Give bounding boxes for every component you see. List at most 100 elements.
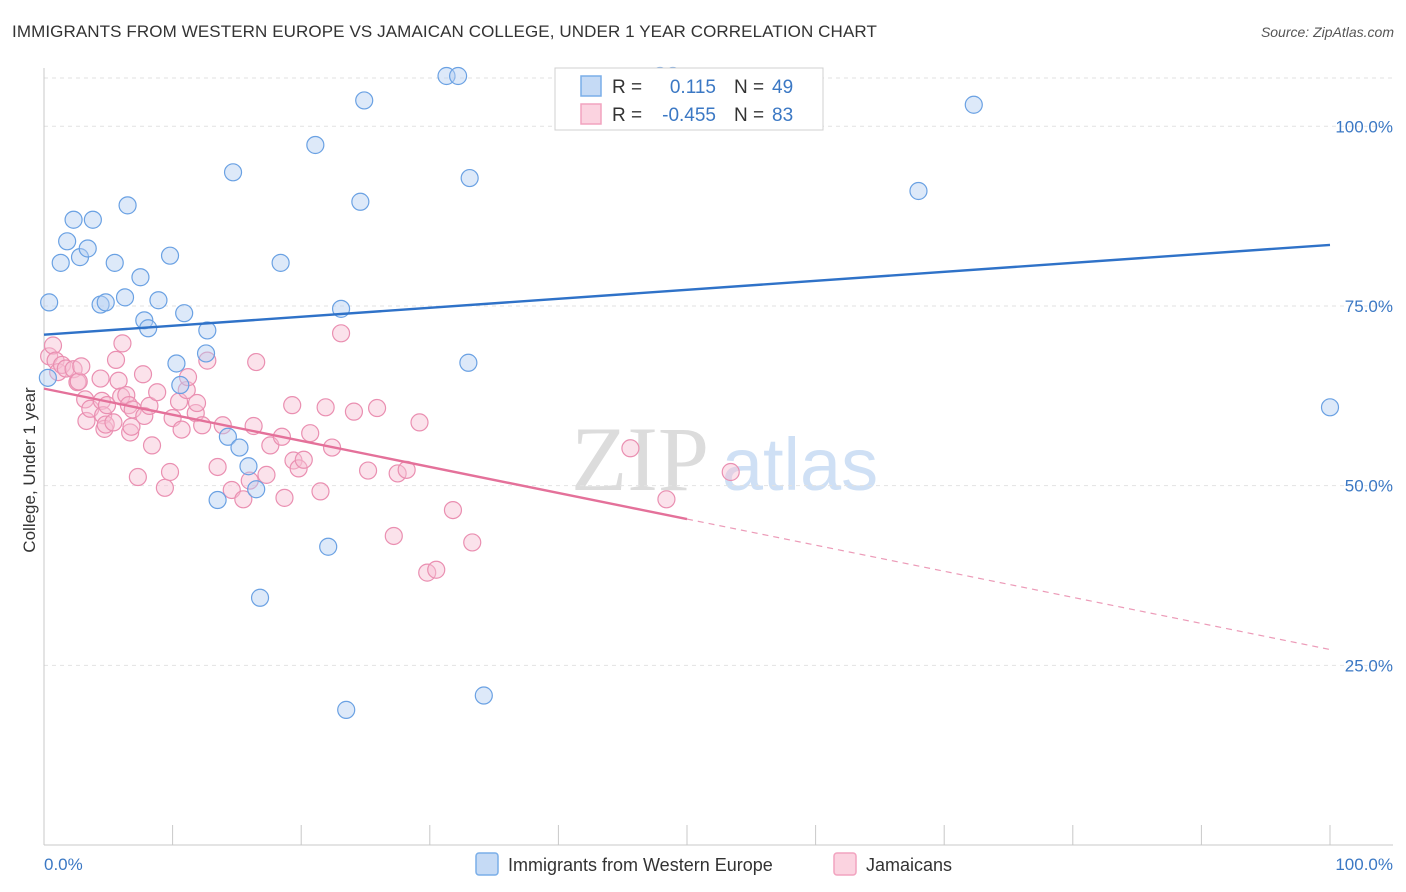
legend-blue-n-label: N = (734, 77, 764, 98)
western-europe-point-31 (306, 135, 325, 155)
western-europe-point-25 (223, 163, 243, 182)
western-europe-point-21 (196, 344, 216, 363)
x-tick-label-min: 0.0% (44, 855, 83, 874)
trend-lines (43, 243, 1331, 651)
jamaicans-point-57 (283, 396, 302, 415)
western-europe-point-39 (459, 353, 478, 372)
jamaicans-point-74 (427, 560, 446, 579)
watermark-atlas: atlas (722, 423, 878, 506)
western-europe-point-11 (115, 288, 135, 307)
jamaicans-point-45 (198, 351, 217, 370)
western-europe-point-20 (175, 304, 194, 323)
jamaicans-point-20 (106, 350, 126, 369)
jamaicans-point-72 (410, 413, 429, 432)
western-europe-trend-line (43, 243, 1331, 336)
jamaicans-point-75 (443, 500, 463, 520)
axes (43, 68, 1393, 846)
western-europe-point-4 (64, 210, 83, 229)
y-tick-label-1: 50.0% (1345, 477, 1393, 496)
western-europe-point-44 (909, 181, 928, 201)
jamaicans-point-8 (69, 372, 88, 391)
jamaicans-trend-line-extension (686, 518, 1331, 651)
jamaicans-point-34 (148, 383, 167, 402)
jamaicans-point-5 (56, 359, 75, 378)
western-europe-point-32 (319, 537, 338, 556)
jamaicans-point-36 (160, 462, 180, 482)
jamaicans-point-76 (463, 533, 482, 552)
jamaicans-point-49 (234, 490, 253, 509)
western-europe-point-40 (460, 168, 479, 188)
western-europe-point-23 (208, 490, 227, 510)
jamaicans-point-68 (367, 398, 387, 418)
western-europe-point-17 (160, 246, 180, 265)
jamaicans-points (40, 324, 740, 582)
jamaicans-point-63 (316, 398, 335, 417)
jamaicans-point-79 (721, 462, 740, 482)
western-europe-point-18 (167, 354, 186, 373)
jamaicans-point-53 (257, 465, 276, 484)
jamaicans-point-61 (301, 424, 320, 443)
jamaicans-point-65 (331, 324, 351, 343)
western-europe-point-36 (355, 91, 374, 110)
western-europe-point-46 (1320, 398, 1340, 417)
western-europe-point-41 (474, 686, 493, 705)
jamaicans-point-43 (187, 393, 207, 413)
y-tick-label-3: 100.0% (1335, 117, 1393, 136)
western-europe-point-12 (118, 196, 137, 215)
legend-pink-swatch (580, 103, 602, 125)
western-europe-point-29 (250, 588, 270, 607)
jamaicans-point-66 (344, 402, 364, 421)
western-europe-point-35 (351, 192, 370, 211)
jamaicans-point-33 (142, 436, 162, 455)
western-europe-point-10 (105, 253, 124, 272)
jamaicans-point-13 (91, 369, 110, 388)
y-tick-labels: 25.0% 50.0% 75.0% 100.0% (1335, 117, 1393, 675)
jamaicans-point-31 (135, 406, 154, 426)
jamaicans-point-35 (155, 478, 174, 497)
western-europe-point-1 (40, 293, 59, 312)
jamaicans-point-19 (104, 413, 123, 432)
bottom-legend-pink-label: Jamaicans (866, 855, 952, 875)
western-europe-points (38, 66, 1340, 719)
western-europe-point-30 (271, 253, 290, 272)
jamaicans-point-70 (388, 464, 407, 483)
jamaicans-point-26 (121, 423, 140, 442)
jamaicans-point-78 (657, 490, 676, 509)
y-tick-label-2: 75.0% (1345, 297, 1393, 316)
legend-pink-r-label: R = (612, 105, 642, 126)
western-europe-point-16 (149, 291, 168, 310)
western-europe-point-28 (247, 480, 266, 499)
correlation-legend: R = 0.115 N = 49 R = -0.455 N = 83 (554, 67, 824, 131)
jamaicans-point-56 (275, 488, 294, 507)
x-tick-label-max: 100.0% (1335, 855, 1393, 874)
legend-blue-r-label: R = (612, 77, 642, 98)
jamaicans-point-30 (133, 365, 153, 384)
bottom-legend-blue-swatch (475, 852, 499, 876)
y-tick-label-0: 25.0% (1345, 656, 1393, 675)
western-europe-point-19 (171, 375, 190, 395)
jamaicans-point-39 (172, 420, 191, 439)
source-credit: Source: ZipAtlas.com (1260, 24, 1394, 40)
western-europe-point-2 (51, 253, 70, 272)
jamaicans-point-23 (113, 334, 132, 353)
western-europe-point-6 (78, 239, 97, 258)
chart-title: IMMIGRANTS FROM WESTERN EUROPE VS JAMAIC… (12, 22, 877, 41)
bottom-legend-blue-label: Immigrants from Western Europe (508, 855, 773, 875)
jamaicans-point-21 (109, 371, 128, 390)
jamaicans-point-60 (294, 450, 313, 469)
western-europe-point-0 (38, 368, 57, 387)
jamaicans-point-67 (358, 461, 378, 480)
western-europe-point-26 (230, 438, 249, 457)
legend-pink-n-label: N = (734, 105, 764, 126)
x-tick-labels: 0.0% 100.0% (44, 855, 1393, 874)
western-europe-point-34 (337, 700, 356, 719)
legend-pink-n-value: 83 (772, 105, 793, 126)
western-europe-point-22 (198, 321, 217, 340)
legend-blue-r-value: 0.115 (670, 77, 716, 98)
western-europe-point-13 (131, 268, 150, 287)
jamaicans-point-77 (621, 439, 640, 458)
legend-pink-r-value: -0.455 (662, 105, 716, 126)
y-axis-label: College, Under 1 year (20, 387, 39, 553)
western-europe-point-9 (96, 293, 115, 312)
